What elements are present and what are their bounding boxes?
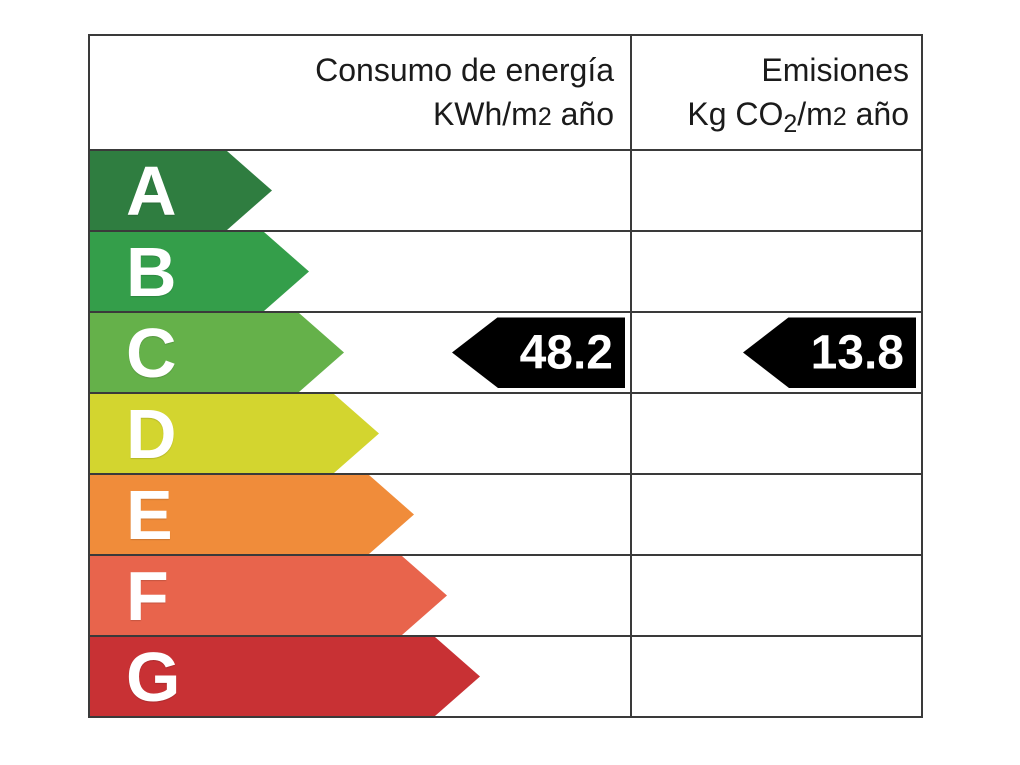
rating-cell-consumo-d: D: [90, 394, 632, 473]
rating-table: Consumo de energía KWh/m2 año Emisiones …: [88, 34, 923, 718]
rating-arrow-b: B: [90, 232, 309, 311]
emisiones-column-header: Emisiones Kg CO2/m2 año: [632, 36, 921, 149]
rating-arrow-e: E: [90, 475, 414, 554]
rating-cell-emisiones-g: [632, 637, 921, 716]
rating-cell-consumo-e: E: [90, 475, 632, 554]
consumo-header-unit: KWh/m2 año: [432, 96, 614, 132]
rating-letter-d: D: [126, 394, 177, 473]
rating-row-f: F: [90, 554, 921, 635]
rating-arrow-c: C: [90, 313, 344, 392]
rating-arrow-a: A: [90, 151, 272, 230]
consumo-value: 48.2: [519, 326, 613, 379]
rating-row-d: D: [90, 392, 921, 473]
rating-letter-f: F: [126, 556, 169, 635]
emisiones-header-title: Emisiones: [761, 52, 909, 88]
rating-letter-b: B: [126, 232, 177, 311]
emisiones-header-unit: Kg CO2/m2 año: [687, 96, 909, 138]
rating-row-c: C 48.2 13.8: [90, 311, 921, 392]
rating-cell-emisiones-e: [632, 475, 921, 554]
rating-arrow-d: D: [90, 394, 379, 473]
consumo-header-title: Consumo de energía: [315, 52, 614, 88]
rating-letter-g: G: [126, 637, 181, 716]
consumo-column-header: Consumo de energía KWh/m2 año: [90, 36, 632, 149]
rating-cell-consumo-a: A: [90, 151, 632, 230]
rating-row-g: G: [90, 635, 921, 716]
rating-cell-emisiones-c: 13.8: [632, 313, 921, 392]
rating-cell-emisiones-b: [632, 232, 921, 311]
rating-row-b: B: [90, 230, 921, 311]
rating-letter-a: A: [126, 151, 177, 230]
rating-cell-emisiones-a: [632, 151, 921, 230]
rating-cell-consumo-f: F: [90, 556, 632, 635]
rating-cell-emisiones-d: [632, 394, 921, 473]
rating-arrow-g: G: [90, 637, 480, 716]
rating-cell-consumo-b: B: [90, 232, 632, 311]
rating-letter-e: E: [126, 475, 173, 554]
table-header: Consumo de energía KWh/m2 año Emisiones …: [90, 36, 921, 151]
consumo-value-badge: 48.2: [452, 317, 625, 388]
rating-row-a: A: [90, 151, 921, 230]
rating-arrow-f: F: [90, 556, 447, 635]
rating-cell-consumo-g: G: [90, 637, 632, 716]
rating-row-e: E: [90, 473, 921, 554]
emisiones-value-badge: 13.8: [743, 317, 916, 388]
rating-cell-consumo-c: C 48.2: [90, 313, 632, 392]
emisiones-value: 13.8: [810, 326, 904, 379]
rating-letter-c: C: [126, 313, 177, 392]
rating-cell-emisiones-f: [632, 556, 921, 635]
